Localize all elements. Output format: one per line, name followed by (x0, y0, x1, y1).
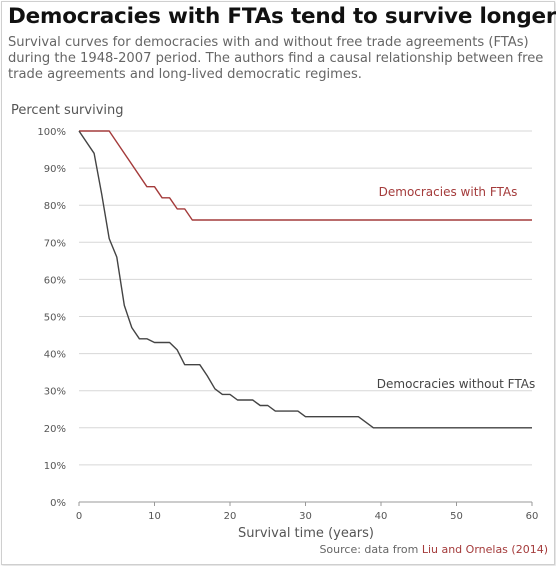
x-tick-label: 0 (76, 511, 82, 522)
source-link[interactable]: Liu and Ornelas (2014) (421, 543, 548, 556)
y-tick-labels: 0% 10% 20% 30% 40% 50% 60% 70% 80% 90% 100% (37, 127, 66, 509)
x-tick-label: 20 (224, 511, 237, 522)
x-tick-label: 30 (299, 511, 312, 522)
y-tick-label: 70% (44, 238, 66, 249)
y-tick-label: 80% (44, 201, 66, 212)
series-lines (78, 130, 532, 429)
x-tick-labels: 0 10 20 30 40 50 60 (76, 502, 539, 522)
series-label-without-fta: Democracies without FTAs (377, 377, 535, 391)
source-note: Source: data from Liu and Ornelas (2014) (319, 543, 548, 556)
y-tick-label: 100% (37, 127, 66, 138)
chart-title: Democracies with FTAs tend to survive lo… (8, 4, 556, 29)
series-line-with-fta (79, 130, 532, 221)
y-tick-label: 10% (44, 461, 66, 472)
y-tick-label: 50% (44, 313, 66, 324)
x-tick-label: 60 (526, 511, 539, 522)
x-tick-label: 10 (148, 511, 161, 522)
y-tick-label: 90% (44, 164, 66, 175)
y-tick-label: 40% (44, 350, 66, 361)
y-tick-label: 60% (44, 275, 66, 286)
x-tick-label: 50 (450, 511, 463, 522)
x-tick-label: 40 (375, 511, 388, 522)
series-label-with-fta: Democracies with FTAs (379, 185, 518, 199)
y-tick-label: 30% (44, 387, 66, 398)
chart-subtitle: Survival curves for democracies with and… (8, 35, 544, 82)
x-axis-label: Survival time (years) (238, 526, 374, 541)
y-axis-label: Percent surviving (11, 103, 124, 118)
series-line-without-fta (78, 130, 532, 429)
y-tick-label: 20% (44, 424, 66, 435)
source-prefix: Source: data from (319, 543, 422, 556)
y-tick-label: 0% (50, 498, 66, 509)
